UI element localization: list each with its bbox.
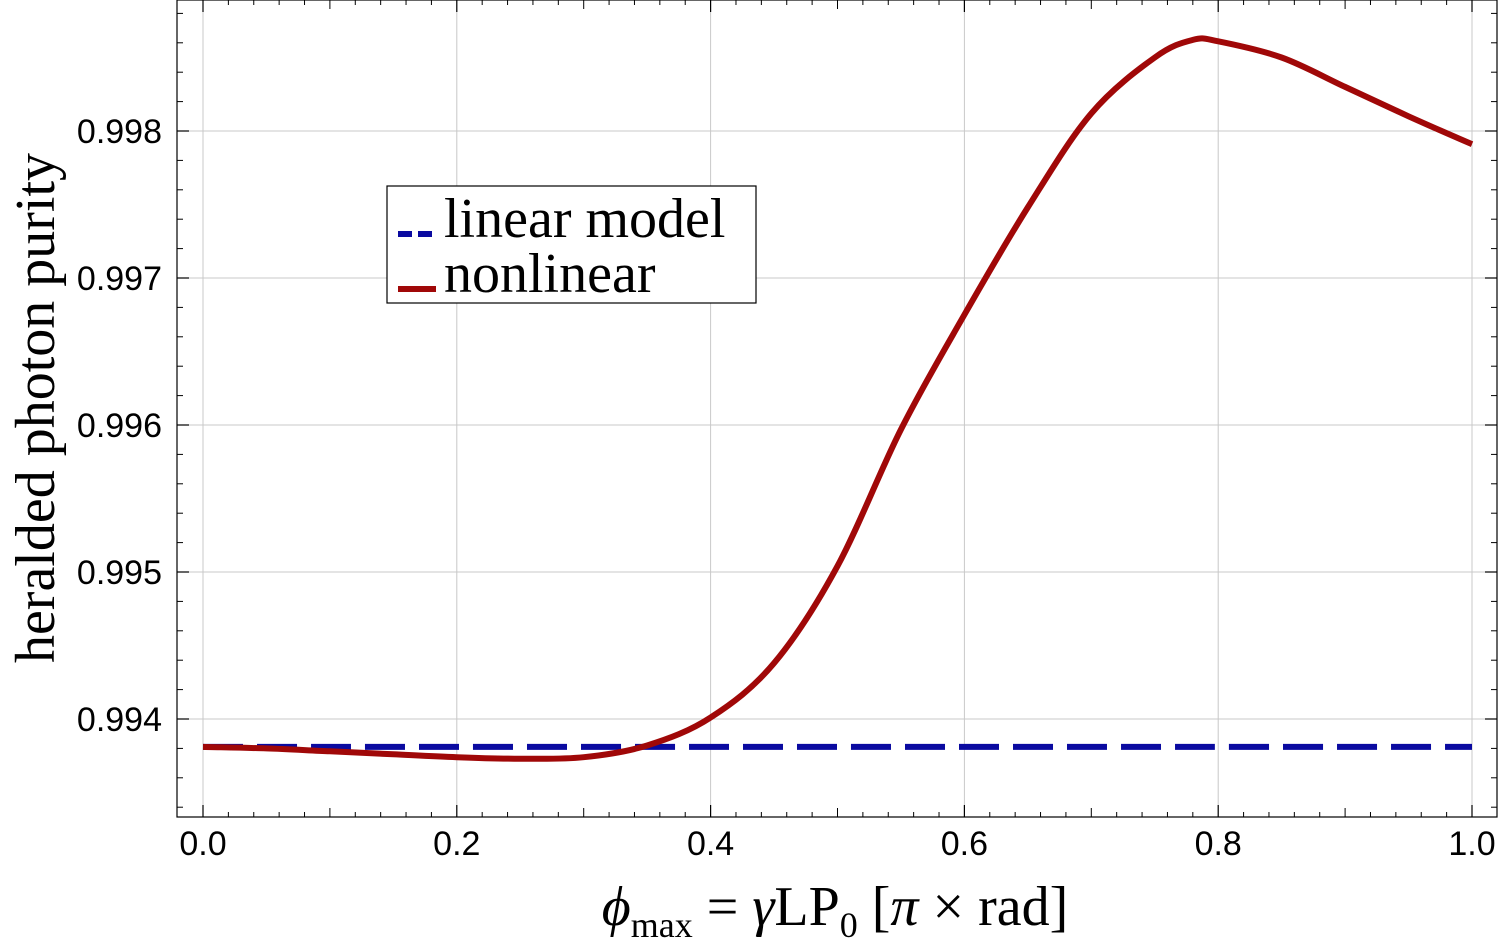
legend: linear model nonlinear bbox=[386, 185, 757, 305]
y-tick-label: 0.997 bbox=[77, 260, 162, 298]
x-tick-label: 0.4 bbox=[687, 825, 734, 863]
y-axis-title: heralded photon purity bbox=[5, 153, 67, 663]
x-tick-label: 0.6 bbox=[941, 825, 988, 863]
y-tick-labels: 0.994 0.995 0.996 0.997 0.998 bbox=[77, 113, 162, 739]
series-group bbox=[202, 35, 1474, 762]
y-tick-label: 0.995 bbox=[77, 554, 162, 592]
plot-frame bbox=[176, 0, 1498, 818]
y-tick-label: 0.998 bbox=[77, 113, 162, 151]
x-axis-title: ϕmax = γLP0 [π × rad] bbox=[602, 876, 1068, 941]
x-tick-label: 0.2 bbox=[433, 825, 480, 863]
x-tick-label: 1.0 bbox=[1448, 825, 1495, 863]
grid bbox=[177, 0, 1497, 817]
x-tick-label: 0.0 bbox=[179, 825, 226, 863]
y-tick-label: 0.994 bbox=[77, 701, 162, 739]
x-tick-label: 0.8 bbox=[1195, 825, 1242, 863]
series-line-nonlinear bbox=[202, 35, 1474, 762]
x-tick-labels: 0.0 0.2 0.4 0.6 0.8 1.0 bbox=[179, 825, 1495, 863]
legend-label-linear: linear model bbox=[444, 188, 725, 250]
legend-label-nonlinear: nonlinear bbox=[444, 243, 656, 305]
y-tick-label: 0.996 bbox=[77, 407, 162, 445]
legend-box bbox=[386, 185, 757, 304]
axis-ticks bbox=[177, 0, 1497, 817]
